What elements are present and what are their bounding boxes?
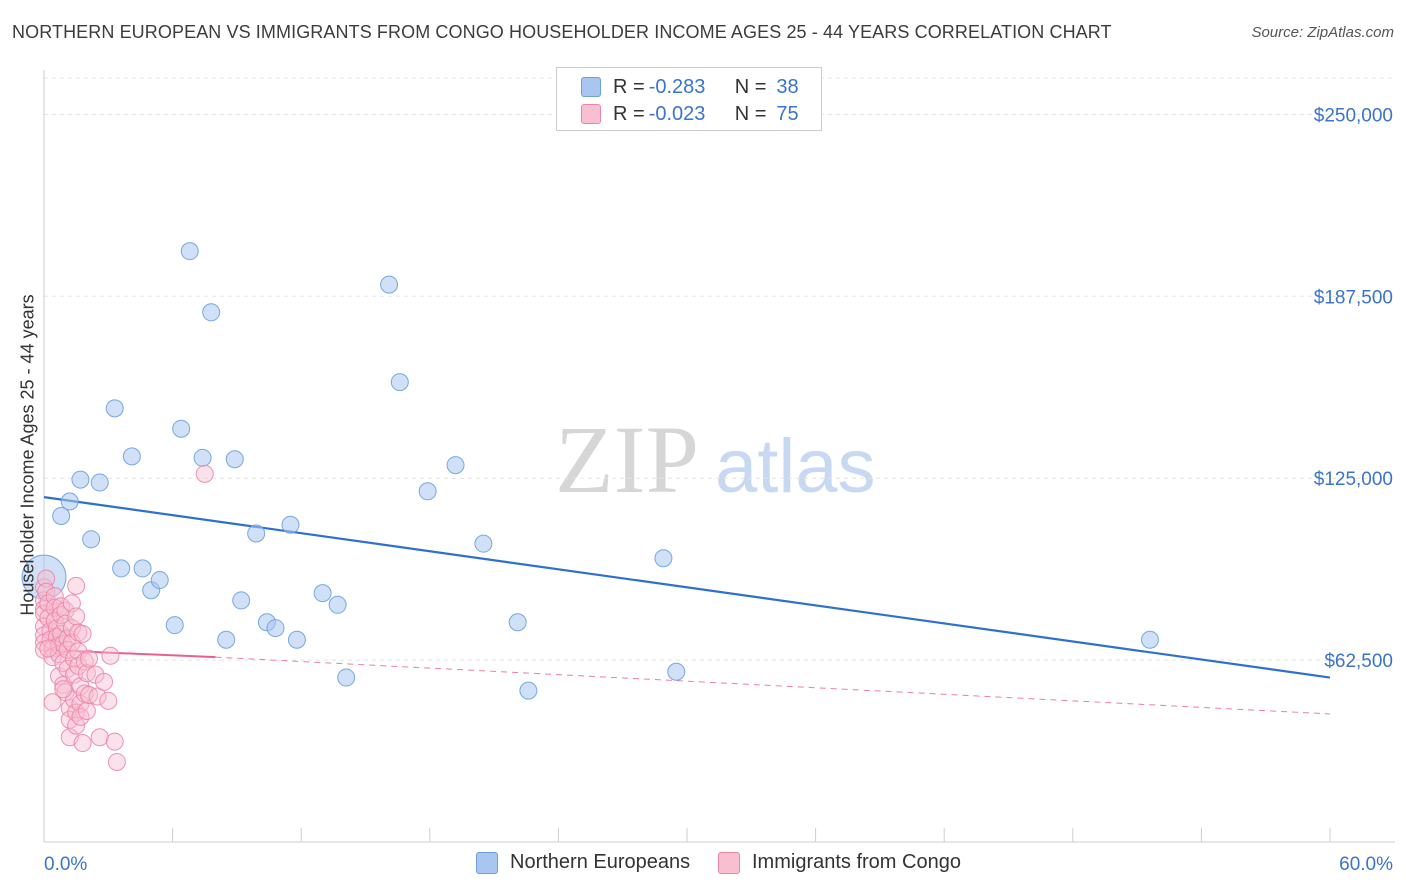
data-point-northern-european xyxy=(105,399,124,418)
series-legend: Northern Europeans Immigrants from Congo xyxy=(0,851,1406,879)
data-point-northern-european xyxy=(287,630,306,649)
tick-labels: $62,500 $125,000 $187,500 $250,000 0.0% 60.0% xyxy=(44,105,1393,875)
data-point-northern-european xyxy=(60,492,79,511)
data-point-northern-european xyxy=(1140,630,1159,649)
data-point-congo xyxy=(77,702,96,721)
data-point-northern-european xyxy=(328,595,347,614)
data-point-congo xyxy=(107,752,126,771)
legend-label: Northern Europeans xyxy=(510,851,691,873)
r-value: -0.023 xyxy=(648,102,706,125)
data-point-congo xyxy=(43,693,62,712)
legend-swatch-blue xyxy=(581,77,601,97)
n-label: N = xyxy=(734,102,767,125)
x-tick-label-max: 60.0% xyxy=(1339,854,1393,875)
data-point-northern-european xyxy=(281,515,300,534)
data-point-northern-european xyxy=(667,662,686,681)
data-point-northern-european xyxy=(202,303,221,322)
data-point-congo xyxy=(90,728,109,747)
data-point-northern-european xyxy=(21,554,67,600)
stats-legend: R = -0.283 N = 38 R = -0.023 N = 75 xyxy=(556,67,822,131)
data-point-congo xyxy=(99,691,118,710)
data-point-northern-european xyxy=(112,559,131,578)
data-points xyxy=(21,242,1159,771)
data-point-northern-european xyxy=(266,619,285,638)
n-label: N = xyxy=(734,75,767,98)
data-point-northern-european xyxy=(474,534,493,553)
data-point-northern-european xyxy=(193,448,212,467)
data-point-congo xyxy=(195,464,214,483)
data-point-northern-european xyxy=(390,373,409,392)
data-point-northern-european xyxy=(337,668,356,687)
data-point-northern-european xyxy=(313,584,332,603)
source-credit: Source: ZipAtlas.com xyxy=(1251,24,1394,41)
trendline-northern-europeans xyxy=(43,496,1331,679)
watermark-atlas: atlas xyxy=(715,424,876,509)
data-point-congo xyxy=(67,576,86,595)
data-point-northern-european xyxy=(225,450,244,469)
data-point-congo xyxy=(67,607,86,626)
data-point-congo xyxy=(101,646,120,665)
data-point-congo xyxy=(69,642,88,661)
trendline-congo-dashed xyxy=(215,656,1331,715)
n-value: 38 xyxy=(776,75,799,98)
data-point-congo xyxy=(45,598,64,617)
data-point-northern-european xyxy=(446,456,465,475)
axes xyxy=(43,70,1395,843)
y-tick-label: $250,000 xyxy=(1314,105,1393,126)
data-point-congo xyxy=(37,569,56,588)
data-point-congo xyxy=(105,732,124,751)
data-point-congo xyxy=(65,665,84,684)
legend-swatch-pink xyxy=(581,104,601,124)
data-point-congo xyxy=(95,672,114,691)
y-axis-title: Householder Income Ages 25 - 44 years xyxy=(17,294,38,616)
r-value: -0.283 xyxy=(648,75,706,98)
data-point-northern-european xyxy=(380,275,399,294)
data-point-northern-european xyxy=(180,242,199,261)
y-tick-label: $125,000 xyxy=(1314,469,1393,490)
n-value: 75 xyxy=(776,102,799,125)
legend-row-congo: R = -0.023 N = 75 xyxy=(581,100,799,128)
gridlines xyxy=(44,77,1395,661)
data-point-northern-european xyxy=(52,507,71,526)
data-point-northern-european xyxy=(71,470,90,489)
data-point-congo xyxy=(73,734,92,753)
data-point-northern-european xyxy=(654,549,673,568)
data-point-congo xyxy=(50,645,69,664)
data-point-northern-european xyxy=(217,630,236,649)
data-point-northern-european xyxy=(519,681,538,700)
y-tick-label: $187,500 xyxy=(1314,287,1393,308)
data-point-northern-european xyxy=(232,591,251,610)
data-point-northern-european xyxy=(150,571,169,590)
legend-swatch-pink xyxy=(718,851,740,874)
chart-title: NORTHERN EUROPEAN VS IMMIGRANTS FROM CON… xyxy=(12,22,1112,42)
data-point-congo xyxy=(73,624,92,643)
legend-row-northern-europeans: R = -0.283 N = 38 xyxy=(581,73,799,101)
data-point-northern-european xyxy=(508,613,527,632)
data-point-congo xyxy=(54,680,73,699)
legend-swatch-blue xyxy=(476,851,498,874)
data-point-congo xyxy=(37,582,56,601)
data-point-northern-european xyxy=(90,473,109,492)
r-label: R = xyxy=(613,102,645,125)
data-point-congo xyxy=(56,601,75,620)
data-point-congo xyxy=(80,649,99,668)
data-point-northern-european xyxy=(165,616,184,635)
data-point-northern-european xyxy=(122,447,141,466)
legend-item-congo[interactable]: Immigrants from Congo xyxy=(718,851,961,874)
data-point-congo xyxy=(39,639,58,658)
y-tick-label: $62,500 xyxy=(1324,651,1393,672)
data-point-northern-european xyxy=(172,419,191,438)
data-point-northern-european xyxy=(247,524,266,543)
watermark: ZIP atlas xyxy=(555,406,876,513)
legend-item-northern-europeans[interactable]: Northern Europeans xyxy=(476,851,690,874)
data-point-congo xyxy=(67,716,86,735)
watermark-zip: ZIP xyxy=(555,406,699,513)
data-point-northern-european xyxy=(82,530,101,549)
x-tick-label-min: 0.0% xyxy=(44,854,87,875)
data-point-northern-european xyxy=(133,559,152,578)
r-label: R = xyxy=(613,75,645,98)
data-point-northern-european xyxy=(418,482,437,501)
legend-label: Immigrants from Congo xyxy=(752,851,961,873)
